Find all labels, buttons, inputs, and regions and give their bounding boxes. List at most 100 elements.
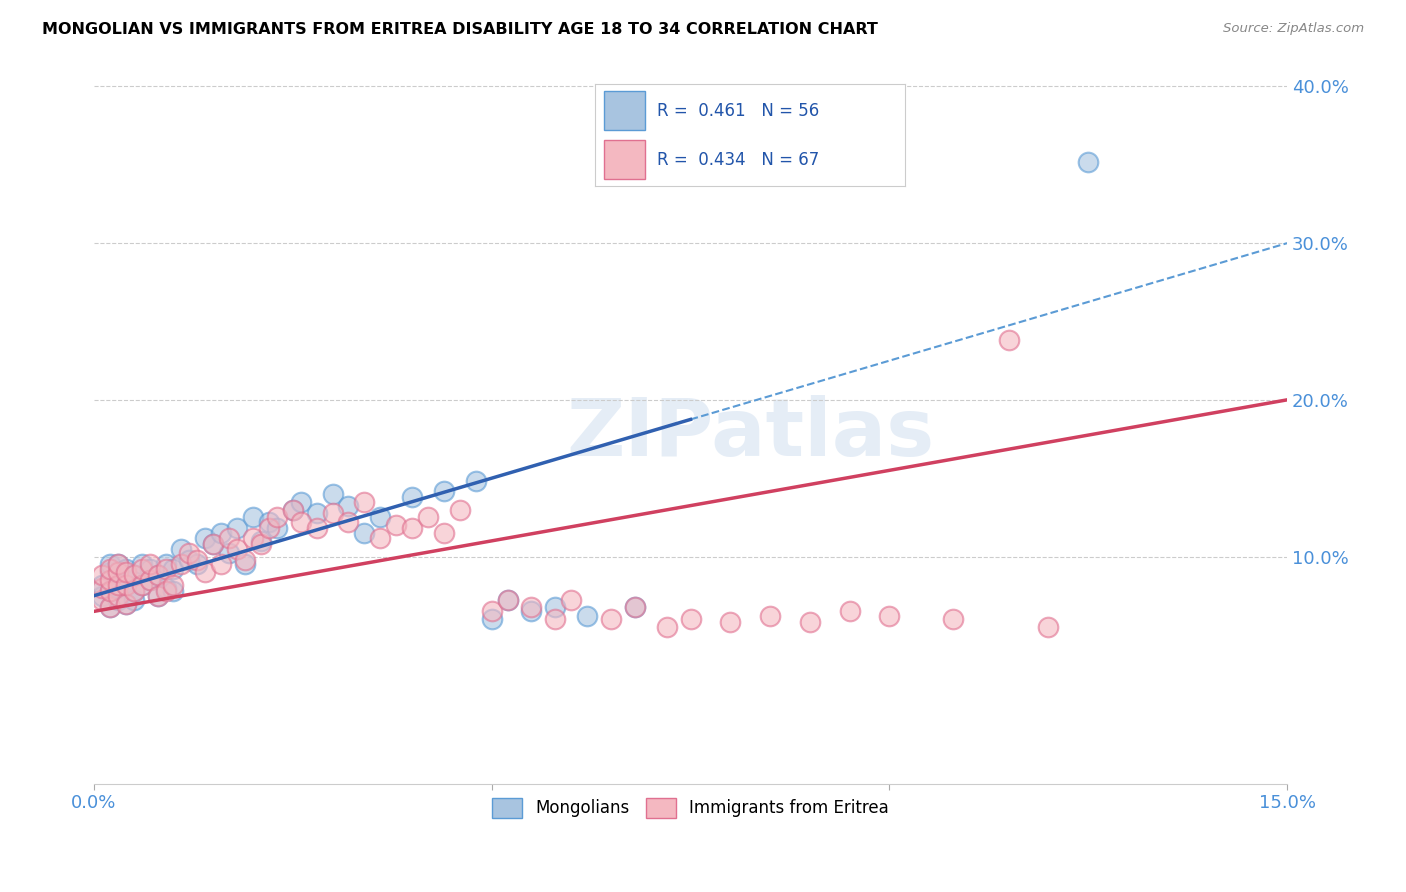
Point <box>162 578 184 592</box>
Point <box>942 612 965 626</box>
Point <box>520 599 543 614</box>
Point <box>114 578 136 592</box>
Point <box>759 609 782 624</box>
Point <box>186 558 208 572</box>
Point <box>114 573 136 587</box>
Point <box>401 521 423 535</box>
Point <box>107 578 129 592</box>
Point <box>179 552 201 566</box>
Point <box>433 526 456 541</box>
Point <box>194 565 217 579</box>
Point <box>179 546 201 560</box>
Point <box>107 568 129 582</box>
Point <box>233 552 256 566</box>
Point <box>131 578 153 592</box>
Point <box>98 584 121 599</box>
Point <box>146 589 169 603</box>
Point <box>496 593 519 607</box>
Point <box>242 531 264 545</box>
Point <box>242 510 264 524</box>
Point <box>416 510 439 524</box>
Point <box>322 506 344 520</box>
Point <box>353 494 375 508</box>
Point <box>107 593 129 607</box>
Point <box>368 531 391 545</box>
Point <box>98 562 121 576</box>
Point <box>624 599 647 614</box>
Point <box>146 568 169 582</box>
Point <box>170 541 193 556</box>
Point <box>464 475 486 489</box>
Point <box>107 565 129 579</box>
Point <box>624 599 647 614</box>
Point <box>107 558 129 572</box>
Point <box>233 558 256 572</box>
Point <box>481 604 503 618</box>
Point <box>107 581 129 595</box>
Point <box>290 494 312 508</box>
Point <box>257 521 280 535</box>
Point <box>385 518 408 533</box>
Point <box>544 599 567 614</box>
Point <box>162 584 184 599</box>
Point <box>202 537 225 551</box>
Point <box>481 612 503 626</box>
Point <box>114 597 136 611</box>
Point <box>98 599 121 614</box>
Point <box>257 515 280 529</box>
Point <box>401 490 423 504</box>
Point <box>281 502 304 516</box>
Legend: Mongolians, Immigrants from Eritrea: Mongolians, Immigrants from Eritrea <box>484 789 897 826</box>
Point <box>218 531 240 545</box>
Point <box>218 546 240 560</box>
Point <box>114 597 136 611</box>
Point <box>90 589 112 603</box>
Point <box>107 558 129 572</box>
Point <box>146 589 169 603</box>
Point <box>496 593 519 607</box>
Point <box>368 510 391 524</box>
Point <box>162 562 184 576</box>
Point <box>155 581 177 595</box>
Point <box>107 589 129 603</box>
Point <box>266 521 288 535</box>
Text: MONGOLIAN VS IMMIGRANTS FROM ERITREA DISABILITY AGE 18 TO 34 CORRELATION CHART: MONGOLIAN VS IMMIGRANTS FROM ERITREA DIS… <box>42 22 879 37</box>
Point <box>544 612 567 626</box>
Point <box>122 584 145 599</box>
Point <box>155 562 177 576</box>
Point <box>146 568 169 582</box>
Point <box>997 334 1019 348</box>
Point <box>186 552 208 566</box>
Point <box>122 593 145 607</box>
Point <box>122 568 145 582</box>
Point <box>98 584 121 599</box>
Point <box>449 502 471 516</box>
Text: Source: ZipAtlas.com: Source: ZipAtlas.com <box>1223 22 1364 36</box>
Point <box>226 541 249 556</box>
Point <box>90 593 112 607</box>
Point <box>655 620 678 634</box>
Point <box>337 500 360 514</box>
Point <box>337 515 360 529</box>
Point <box>576 609 599 624</box>
Point <box>90 568 112 582</box>
Point <box>122 568 145 582</box>
Point <box>138 558 160 572</box>
Point <box>600 612 623 626</box>
Point <box>250 533 273 548</box>
Point <box>131 562 153 576</box>
Point <box>281 502 304 516</box>
Point <box>138 562 160 576</box>
Point <box>131 558 153 572</box>
Point <box>122 584 145 599</box>
Point <box>322 487 344 501</box>
Point <box>433 483 456 498</box>
Point <box>838 604 860 618</box>
Point <box>98 573 121 587</box>
Point <box>90 581 112 595</box>
Point <box>194 531 217 545</box>
Point <box>114 565 136 579</box>
Point <box>226 521 249 535</box>
Point <box>202 537 225 551</box>
Point <box>266 510 288 524</box>
